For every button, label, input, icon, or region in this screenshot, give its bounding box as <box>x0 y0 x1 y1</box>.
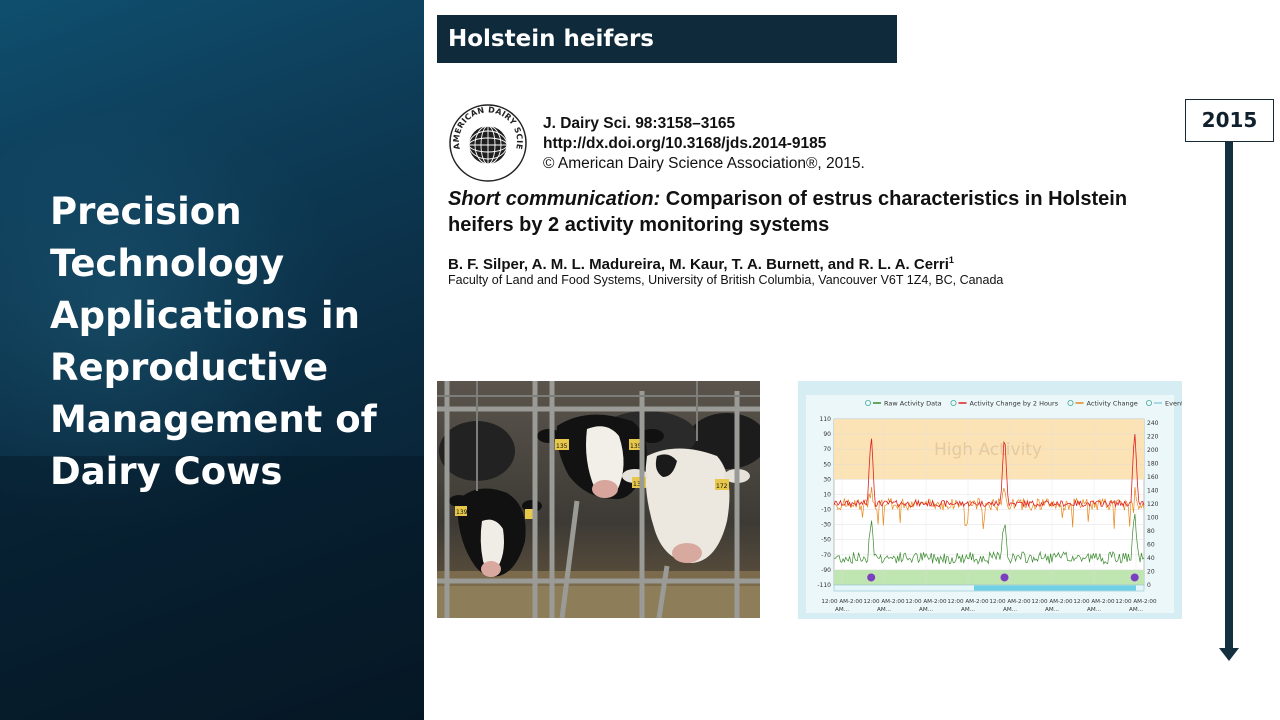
activity-change-2h-series <box>833 434 1145 508</box>
right-axis-tick: 80 <box>1147 528 1155 535</box>
timeline-arrow-head <box>1219 648 1239 661</box>
ear-tag: 137 <box>633 481 645 488</box>
legend-entry[interactable]: Activity Change by 2 Hours <box>970 399 1059 407</box>
left-axis-tick: 10 <box>823 491 831 498</box>
cow-photo-illustration: 139 135 135 137 172 <box>437 381 760 618</box>
legend-toggle-icon[interactable] <box>865 399 872 406</box>
decorative-glow <box>0 110 350 540</box>
event-marker-icon[interactable] <box>867 573 876 582</box>
x-axis-tick: 12:00 AM-2:00 <box>1031 599 1073 605</box>
right-axis-tick: 160 <box>1147 474 1159 481</box>
x-axis-tick-suffix: AM... <box>1003 607 1017 613</box>
paper-title: Short communication: Comparison of estru… <box>448 186 1168 238</box>
right-axis-tick: 60 <box>1147 542 1155 549</box>
paper-title-prefix: Short communication: <box>448 188 661 210</box>
x-axis-tick-suffix: AM... <box>1129 607 1143 613</box>
x-axis-tick: 12:00 AM-2:00 <box>821 599 863 605</box>
right-axis-tick: 220 <box>1147 434 1159 441</box>
x-axis-tick: 12:00 AM-2:00 <box>863 599 905 605</box>
left-axis-tick: 30 <box>823 476 831 483</box>
ear-tag: 135 <box>630 443 642 450</box>
left-axis-tick: 110 <box>820 416 832 423</box>
left-axis-tick: -110 <box>817 582 831 589</box>
ads-association-seal: AMERICAN DAIRY SCIENCE ASSOCIATION <box>448 103 527 182</box>
paper-authors: B. F. Silper, A. M. L. Madureira, M. Kau… <box>448 255 954 273</box>
authors-text: B. F. Silper, A. M. L. Madureira, M. Kau… <box>448 256 949 273</box>
left-axis-tick: -50 <box>821 537 831 544</box>
event-marker-icon[interactable] <box>1130 573 1139 582</box>
legend-entry[interactable]: Events <box>1165 399 1188 407</box>
journal-reference: J. Dairy Sci. 98:3158–3165 <box>543 115 736 132</box>
left-axis-tick: 90 <box>823 431 831 438</box>
legend-toggle-icon[interactable] <box>950 399 957 406</box>
x-axis-tick: 12:00 AM-2:00 <box>905 599 947 605</box>
copyright-line: © American Dairy Science Association®, 2… <box>543 155 865 172</box>
x-axis-tick: 12:00 AM-2:00 <box>1115 599 1157 605</box>
right-axis-tick: 0 <box>1147 582 1151 589</box>
legend-toggle-icon[interactable] <box>1145 399 1152 406</box>
right-axis-tick: 120 <box>1147 501 1159 508</box>
paper-title-rest: Comparison of estrus characteristics in … <box>448 188 1128 236</box>
x-axis-tick-suffix: AM... <box>835 607 849 613</box>
doi-link[interactable]: http://dx.doi.org/10.3168/jds.2014-9185 <box>543 135 827 152</box>
holstein-heifers-photo: 139 135 135 137 172 <box>437 381 760 618</box>
headlock-gate <box>437 381 760 618</box>
left-title-panel: Precision Technology Applications in Rep… <box>0 0 424 720</box>
right-axis-tick: 140 <box>1147 488 1159 495</box>
left-axis-tick: -30 <box>821 522 831 529</box>
left-axis-tick: -90 <box>821 567 831 574</box>
author-footnote: 1 <box>948 255 954 265</box>
left-axis-tick: 70 <box>823 446 831 453</box>
author-affiliation: Faculty of Land and Food Systems, Univer… <box>448 273 1004 287</box>
right-axis-tick: 40 <box>1147 555 1155 562</box>
legend-toggle-icon[interactable] <box>1067 399 1074 406</box>
legend-entry[interactable]: Raw Activity Data <box>884 399 942 407</box>
right-axis-tick: 180 <box>1147 461 1159 468</box>
slide-title: Precision Technology Applications in Rep… <box>50 190 377 493</box>
right-axis-tick: 200 <box>1147 447 1159 454</box>
legend-entry[interactable]: Activity Change <box>1087 399 1138 407</box>
section-heading: Holstein heifers <box>437 15 897 63</box>
ear-tag: 139 <box>456 509 468 516</box>
ear-tag: 135 <box>556 443 568 450</box>
ear-tag: 172 <box>716 483 728 490</box>
left-axis-tick: -70 <box>821 552 831 559</box>
right-axis-tick: 20 <box>1147 569 1155 576</box>
event-marker-icon[interactable] <box>1000 573 1009 582</box>
right-axis-tick: 100 <box>1147 515 1159 522</box>
cow-right: 137 172 <box>622 448 750 563</box>
low-activity-band <box>834 569 1144 585</box>
x-axis-tick-suffix: AM... <box>961 607 975 613</box>
x-axis-tick-suffix: AM... <box>877 607 891 613</box>
x-axis-tick: 12:00 AM-2:00 <box>989 599 1031 605</box>
x-axis-tick: 12:00 AM-2:00 <box>1073 599 1115 605</box>
left-axis-tick: -10 <box>821 507 831 514</box>
high-activity-label: High Activity <box>934 440 1042 460</box>
journal-meta: J. Dairy Sci. 98:3158–3165 http://dx.doi… <box>543 114 865 174</box>
activity-chart-svg: Raw Activity Data Activity Change by 2 Ho… <box>798 381 1188 619</box>
cow-left: 139 <box>449 488 542 577</box>
left-axis-tick: 50 <box>823 461 831 468</box>
chart-scroll-thumb[interactable] <box>974 585 1136 591</box>
decorative-band <box>0 456 424 720</box>
x-axis-tick-suffix: AM... <box>919 607 933 613</box>
x-axis-tick-suffix: AM... <box>1045 607 1059 613</box>
activity-change-series <box>833 486 1145 530</box>
timeline-arrow-shaft <box>1225 142 1233 650</box>
x-axis-tick-suffix: AM... <box>1087 607 1101 613</box>
year-label: 2015 <box>1185 99 1274 142</box>
activity-monitoring-chart: Raw Activity Data Activity Change by 2 Ho… <box>798 381 1188 619</box>
raw-activity-series <box>833 513 1145 565</box>
x-axis-tick: 12:00 AM-2:00 <box>947 599 989 605</box>
right-axis-tick: 240 <box>1147 420 1159 427</box>
